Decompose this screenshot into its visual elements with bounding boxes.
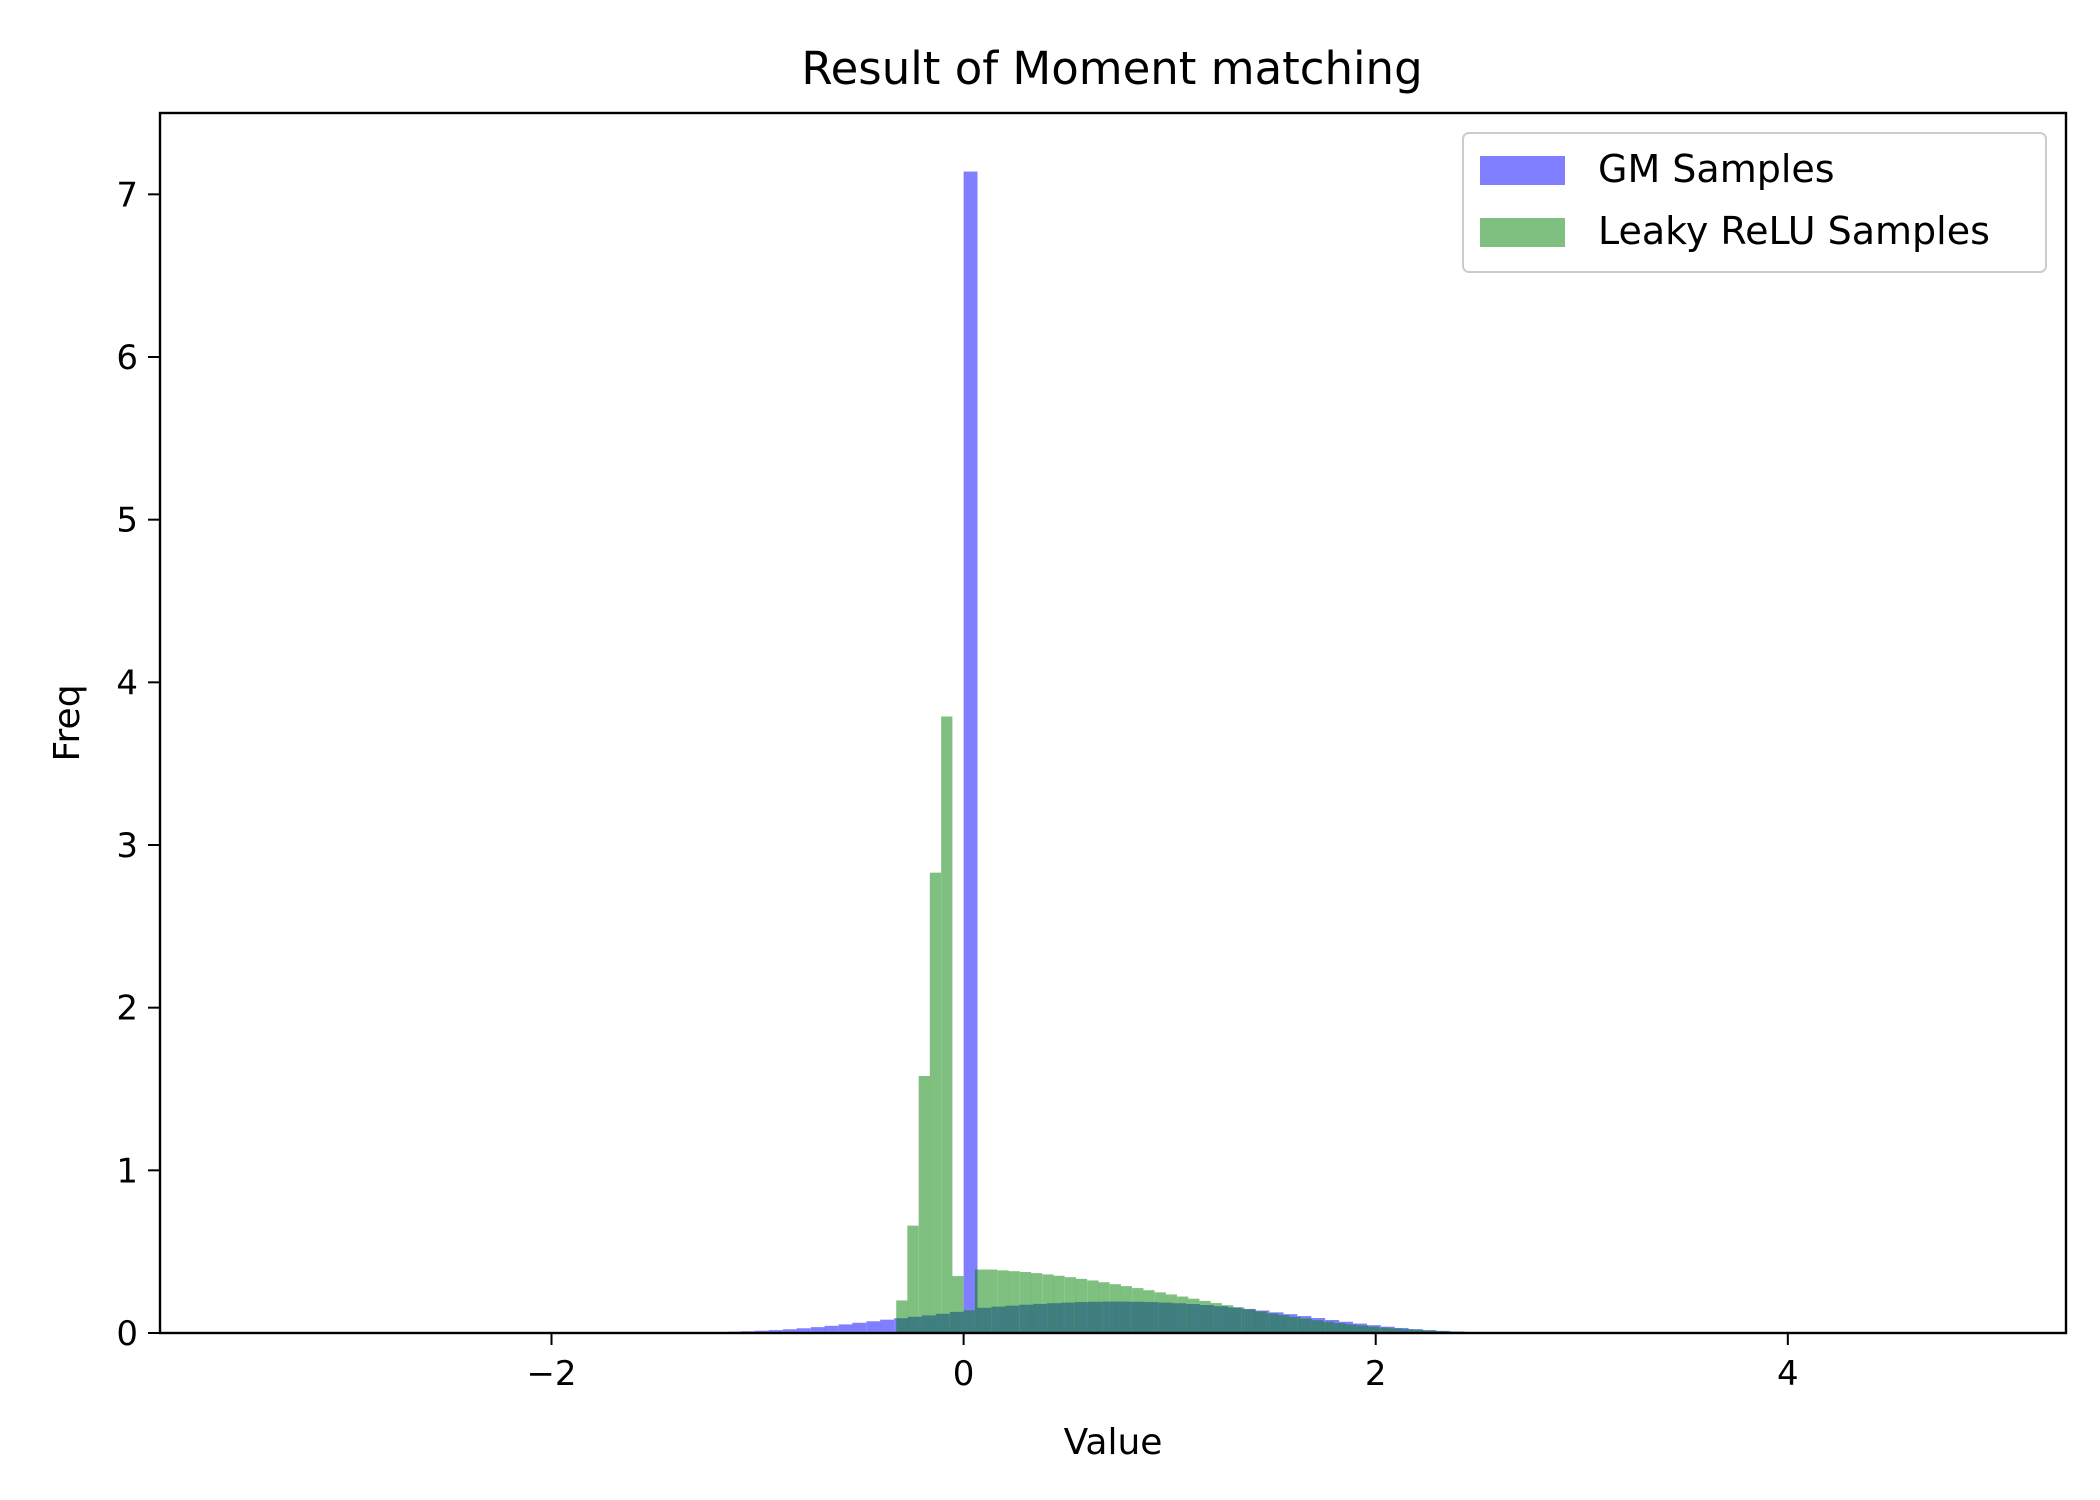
legend-swatch-gm <box>1480 156 1565 185</box>
leaky-bar-40 <box>1345 1324 1357 1333</box>
y-tick-label: 3 <box>116 826 138 866</box>
leaky-bar-19 <box>1109 1284 1121 1333</box>
leaky-bar-41 <box>1356 1325 1368 1333</box>
leaky-bar-38 <box>1322 1321 1335 1333</box>
leaky-bar-0 <box>896 1300 908 1333</box>
y-axis-label: Freq <box>47 684 88 761</box>
x-axis-ticks: −2 0 2 4 <box>526 1333 1799 1394</box>
gm-bar-6 <box>768 1330 783 1333</box>
y-tick-label: 0 <box>116 1314 138 1354</box>
legend-label-leaky: Leaky ReLU Samples <box>1598 209 1990 253</box>
gm-bar-9 <box>810 1327 825 1333</box>
x-tick-label: 0 <box>953 1354 975 1394</box>
leaky-bar-26 <box>1188 1298 1200 1333</box>
leaky-bar-39 <box>1334 1323 1346 1333</box>
leaky-bar-45 <box>1401 1329 1413 1333</box>
leaky-bar-7 <box>974 1269 987 1333</box>
chart-title: Result of Moment matching <box>801 42 1422 95</box>
leaky-bar-42 <box>1367 1326 1380 1333</box>
leaky-bar-1 <box>907 1225 919 1333</box>
x-tick-label: −2 <box>526 1354 576 1394</box>
leaky-bar-2 <box>918 1075 930 1333</box>
leaky-bar-4 <box>941 716 953 1333</box>
legend-box <box>1462 132 2047 273</box>
x-axis-label: Value <box>1064 1422 1163 1463</box>
legend-swatch-leaky <box>1480 218 1565 247</box>
leaky-bar-15 <box>1064 1277 1077 1333</box>
leaky-bar-24 <box>1165 1294 1177 1333</box>
leaky-bar-35 <box>1289 1316 1301 1333</box>
leaky-bar-9 <box>997 1270 1009 1333</box>
y-axis-ticks: 0 1 2 3 4 5 6 7 <box>116 175 160 1354</box>
leaky-bar-32 <box>1255 1311 1267 1333</box>
leaky-bar-6 <box>963 1310 975 1333</box>
x-tick-label: 2 <box>1365 1354 1387 1394</box>
x-tick-label: 4 <box>1777 1354 1799 1394</box>
gm-bar-20 <box>963 171 978 1333</box>
gm-bar-14 <box>880 1319 895 1333</box>
leaky-bar-31 <box>1244 1309 1256 1333</box>
leaky-bar-14 <box>1053 1275 1065 1333</box>
leaky-bar-10 <box>1008 1271 1020 1333</box>
leaky-bar-34 <box>1278 1315 1290 1333</box>
gm-bar-10 <box>824 1325 839 1333</box>
leaky-bar-25 <box>1177 1296 1189 1333</box>
leaky-bar-37 <box>1311 1320 1324 1333</box>
leaky-bar-13 <box>1042 1274 1054 1333</box>
gm-bar-13 <box>866 1321 881 1333</box>
leaky-bar-46 <box>1412 1329 1425 1333</box>
leaky-relu-samples-bars <box>896 716 1526 1333</box>
leaky-bar-20 <box>1120 1286 1133 1333</box>
y-tick-label: 6 <box>116 338 138 378</box>
legend: GM Samples Leaky ReLU Samples <box>1462 132 2047 273</box>
axes-frame <box>158 111 2068 1335</box>
gm-bar-8 <box>796 1328 811 1333</box>
legend-label-gm: GM Samples <box>1598 147 1835 191</box>
y-tick-label: 7 <box>116 175 138 215</box>
leaky-bar-5 <box>952 1276 964 1333</box>
gm-bar-12 <box>852 1322 867 1333</box>
leaky-bar-23 <box>1154 1292 1166 1333</box>
y-tick-label: 1 <box>116 1151 138 1191</box>
leaky-bar-16 <box>1075 1278 1088 1333</box>
leaky-bar-43 <box>1379 1327 1391 1333</box>
leaky-bar-21 <box>1132 1288 1144 1333</box>
leaky-bar-36 <box>1300 1318 1312 1333</box>
leaky-bar-18 <box>1098 1282 1110 1333</box>
leaky-bar-30 <box>1233 1307 1245 1333</box>
leaky-bar-29 <box>1222 1305 1234 1333</box>
gm-bar-7 <box>782 1329 797 1333</box>
leaky-bar-8 <box>986 1269 998 1333</box>
y-tick-label: 4 <box>116 663 138 703</box>
leaky-bar-47 <box>1424 1330 1436 1333</box>
y-tick-label: 2 <box>116 989 138 1029</box>
leaky-bar-11 <box>1019 1272 1032 1333</box>
leaky-bar-22 <box>1143 1290 1155 1333</box>
leaky-bar-12 <box>1030 1273 1043 1333</box>
leaky-bar-3 <box>929 872 942 1333</box>
gm-bar-51 <box>1394 1327 1409 1333</box>
y-tick-label: 5 <box>116 501 138 541</box>
leaky-bar-27 <box>1199 1300 1211 1333</box>
leaky-bar-44 <box>1390 1328 1402 1333</box>
leaky-bar-28 <box>1210 1303 1222 1333</box>
leaky-bar-17 <box>1087 1280 1099 1333</box>
gm-bar-11 <box>838 1324 853 1333</box>
plot-area <box>685 171 1526 1333</box>
leaky-bar-33 <box>1266 1313 1279 1333</box>
